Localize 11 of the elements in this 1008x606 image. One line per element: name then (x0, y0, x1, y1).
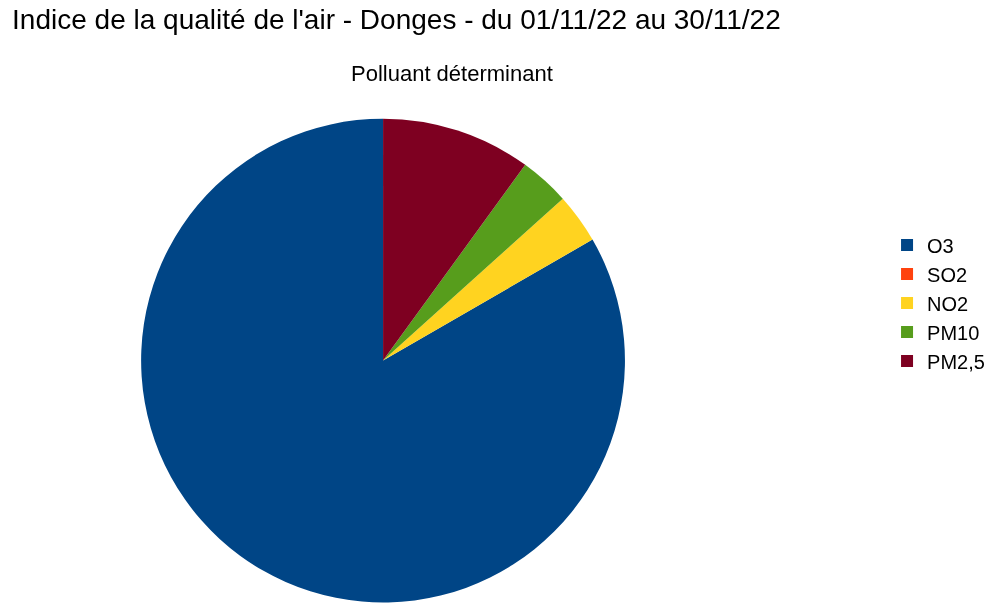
legend-label: PM10 (927, 321, 980, 344)
legend-label: PM2,5 (927, 350, 985, 373)
pie-slice (383, 198, 593, 361)
legend-label: SO2 (927, 263, 968, 286)
pie-slice (383, 164, 563, 361)
chart-title: Indice de la qualité de l'air - Donges - du 01/11/22 au 30/11/22 (12, 3, 781, 35)
legend-label: O3 (927, 234, 954, 257)
pie-slice (383, 118, 526, 361)
legend-label: NO2 (927, 292, 969, 315)
chart-subtitle: Polluant déterminant (351, 61, 553, 86)
pie-slice (141, 118, 625, 603)
